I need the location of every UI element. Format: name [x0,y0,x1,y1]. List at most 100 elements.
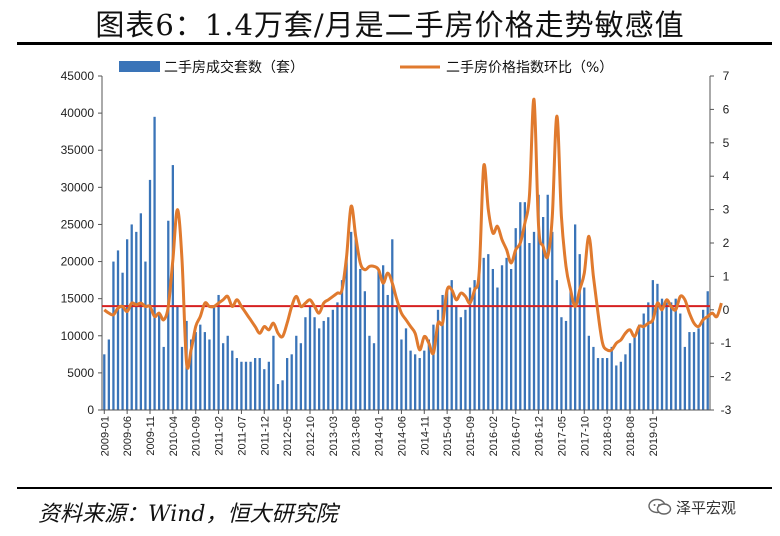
bar [427,339,430,410]
bar [702,309,705,410]
bar [327,317,330,410]
bar [144,261,147,410]
bar [382,265,385,410]
right-tick-label: -2 [721,370,732,384]
bar [455,306,458,410]
bar [450,280,453,410]
x-tick-label: 2015-09 [465,416,477,456]
bar [208,339,211,410]
bar [656,283,659,410]
bar [633,335,636,410]
bar [647,302,650,410]
left-tick-label: 40000 [61,106,95,120]
bar [596,358,600,410]
bar [688,332,691,410]
left-tick-label: 20000 [61,255,95,269]
bar [601,358,604,410]
bar [258,358,261,410]
bar [340,280,344,410]
bar [107,339,110,410]
x-tick-label: 2017-05 [556,416,568,456]
bar [139,213,142,410]
bar [304,317,307,410]
bar [532,231,536,410]
bar [418,358,421,410]
bar [176,306,179,410]
bars-series [103,116,709,410]
bar [423,350,426,410]
left-axis-ticks: 0 5000 10000 15000 20000 25000 30000 35000 40000… [61,69,102,417]
right-tick-label: 1 [723,269,730,283]
x-tick-label: 2018-03 [602,416,614,456]
bar [468,287,472,410]
bar [482,257,485,410]
bar [153,116,156,410]
bar [203,332,206,410]
bar [624,354,627,410]
bar [180,346,184,410]
bar [514,228,517,410]
bar [331,309,334,410]
right-tick-label: 4 [723,169,730,183]
bar [354,239,357,410]
bar [267,361,270,410]
bar [249,361,252,410]
bar [217,294,220,410]
legend: 二手房成交套数（套） 二手房价格指数环比（%） [119,59,613,76]
figure-title: 图表6：1.4万套/月是二手房价格走势敏感值 [95,8,685,42]
bar [226,335,229,410]
bar [148,179,152,410]
bar [222,343,225,410]
bar [409,350,412,410]
x-tick-label: 2010-04 [168,416,180,456]
bar [308,306,312,410]
bar [651,280,654,410]
bar [414,354,417,410]
bar [162,346,165,410]
bar [436,309,440,410]
x-tick-label: 2016-12 [534,416,546,456]
left-tick-label: 25000 [61,217,95,231]
bar [491,268,494,410]
legend-bar-swatch [119,61,160,72]
x-tick-label: 2011-07 [236,416,248,456]
bar [432,324,435,410]
x-tick-label: 2012-05 [282,416,294,456]
bar [235,358,238,410]
right-tick-label: -3 [721,403,732,417]
bar [537,194,540,410]
right-axis-ticks: -3 -2 -1 0 1 2 3 4 5 6 7 [710,69,732,417]
bar [359,268,362,410]
bar [446,291,449,410]
bar [391,239,394,410]
bar [459,317,462,410]
right-tick-label: -1 [721,336,732,350]
x-tick-label: 2015-04 [442,416,454,456]
bar [628,343,632,410]
legend-line-label: 二手房价格指数环比（%） [446,60,613,76]
bar [478,272,481,410]
bar [368,335,371,410]
source-rule [17,487,772,489]
bar [500,265,504,410]
bar [290,354,293,410]
bar [574,224,577,410]
bar [496,287,499,410]
left-tick-label: 5000 [67,366,94,380]
bar [167,220,170,410]
x-tick-label: 2014-11 [419,416,431,456]
bar [135,231,138,410]
right-tick-label: 3 [723,203,730,217]
bar [286,358,289,410]
bar [322,320,325,410]
bar [464,309,467,410]
left-tick-label: 45000 [61,69,95,83]
x-tick-label: 2013-08 [351,416,363,456]
title-rule [17,42,772,45]
bar [670,302,673,410]
bar [404,328,408,410]
bar [546,194,549,410]
bar [295,335,298,410]
bar [263,369,266,410]
bar [551,231,554,410]
